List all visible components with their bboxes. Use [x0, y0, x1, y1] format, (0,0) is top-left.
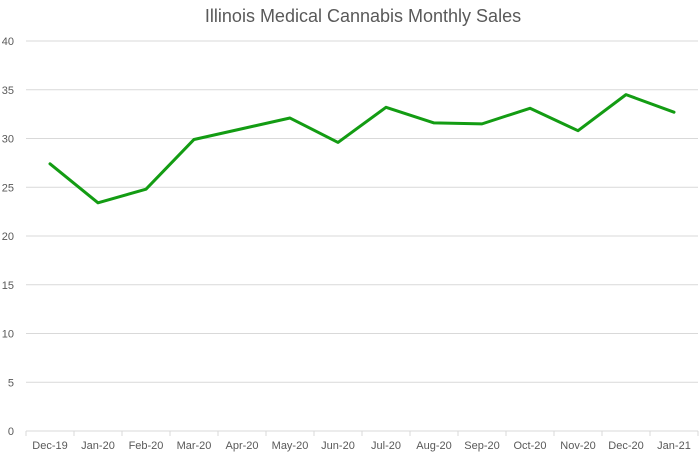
y-tick-label: 5 [8, 377, 14, 389]
x-axis-tick-labels: Dec-19 Jan-20 Feb-20 Mar-20 Apr-20 May-20 Jun-… [32, 440, 691, 452]
y-tick-label: 35 [2, 85, 14, 97]
x-tick-label: Jan-20 [81, 440, 115, 452]
x-tick-label: Mar-20 [177, 440, 212, 452]
y-tick-label: 30 [2, 134, 14, 146]
x-tick-label: Dec-19 [32, 440, 67, 452]
y-tick-label: 25 [2, 182, 14, 194]
gridlines [26, 40, 698, 383]
y-axis-tick-labels: 0 5 10 15 20 25 30 35 40 [2, 36, 14, 438]
series-line-0 [48, 93, 676, 205]
y-tick-label: 20 [2, 231, 14, 243]
x-axis [25, 430, 699, 436]
x-tick-label: Aug-20 [416, 440, 451, 452]
chart-title: Illinois Medical Cannabis Monthly Sales [205, 6, 521, 26]
y-tick-label: 40 [2, 36, 14, 48]
series-lines [48, 93, 676, 205]
y-tick-label: 0 [8, 426, 14, 438]
y-tick-label: 10 [2, 329, 14, 341]
x-tick-label: Jun-20 [321, 440, 355, 452]
x-tick-label: Jul-20 [371, 440, 401, 452]
x-tick-label: Jan-21 [657, 440, 691, 452]
x-tick-label: Nov-20 [560, 440, 595, 452]
y-tick-label: 15 [2, 280, 14, 292]
x-tick-label: Sep-20 [464, 440, 499, 452]
x-tick-label: Dec-20 [608, 440, 643, 452]
x-tick-label: May-20 [272, 440, 309, 452]
x-tick-label: Apr-20 [225, 440, 258, 452]
x-tick-label: Feb-20 [129, 440, 164, 452]
x-tick-label: Oct-20 [513, 440, 546, 452]
